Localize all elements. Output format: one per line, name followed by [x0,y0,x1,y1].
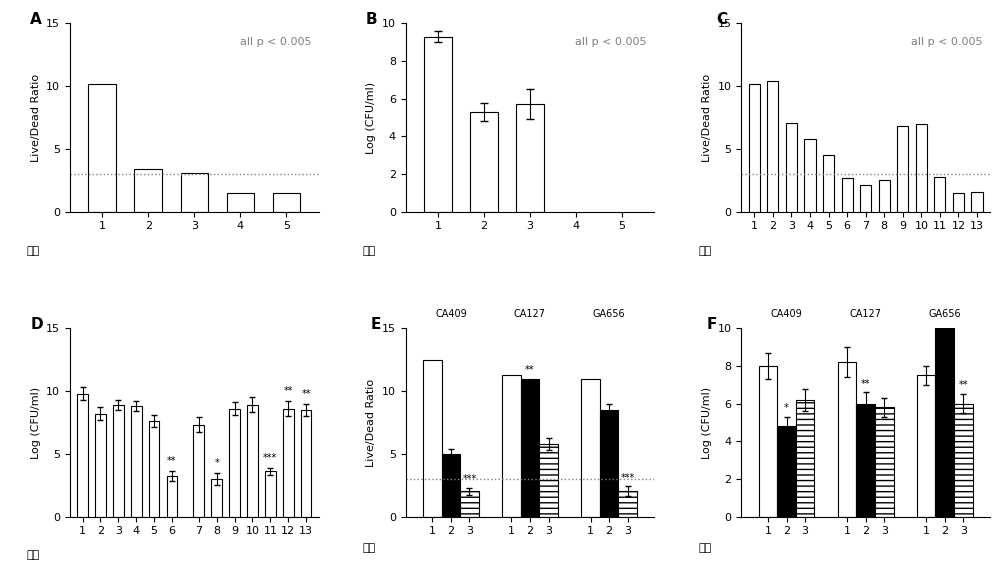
Text: 组别: 组别 [27,551,40,561]
Text: 组别: 组别 [698,543,712,553]
Bar [759,366,777,517]
Bar [897,126,908,212]
Text: GA656: GA656 [593,309,625,319]
Text: **: ** [959,380,968,390]
Text: C: C [716,12,728,27]
Bar [442,454,460,517]
Bar [227,193,254,212]
Bar [265,471,276,517]
Bar [618,491,637,517]
Bar [823,155,834,212]
Y-axis label: Live/Dead Ratio: Live/Dead Ratio [366,379,376,467]
Text: 组别: 组别 [698,245,712,255]
Text: **: ** [861,379,870,389]
Text: **: ** [283,386,293,396]
Bar [804,139,816,212]
Bar [77,394,88,517]
Text: 组别: 组别 [27,245,40,255]
Text: ***: *** [462,474,477,484]
Text: all p < 0.005: all p < 0.005 [240,36,311,46]
Text: **: ** [301,389,311,399]
Text: all p < 0.005: all p < 0.005 [911,36,983,46]
Y-axis label: Log (CFU/ml): Log (CFU/ml) [31,386,41,458]
Text: CA127: CA127 [514,309,546,319]
Text: *: * [214,458,219,468]
Text: **: ** [167,456,177,467]
Bar [934,177,945,212]
Bar [211,479,222,517]
Bar [460,491,479,517]
Bar [786,123,797,212]
Bar [149,421,159,517]
Bar [935,319,954,517]
Bar [247,405,258,517]
Text: CA409: CA409 [435,309,467,319]
Bar [113,405,124,517]
Bar [229,409,240,517]
Text: all p < 0.005: all p < 0.005 [575,36,647,46]
Bar [860,185,871,212]
Y-axis label: Live/Dead Ratio: Live/Dead Ratio [31,73,41,161]
Text: F: F [707,317,717,332]
Bar [600,410,618,517]
Bar [796,400,814,517]
Bar [193,425,204,517]
Text: CA127: CA127 [850,309,882,319]
Bar [954,404,973,517]
Bar [838,362,856,517]
Bar [777,426,796,517]
Bar [273,193,300,212]
Bar [167,477,177,517]
Bar [301,410,311,517]
Bar [131,406,142,517]
Bar [134,169,162,212]
Bar [917,376,935,517]
Y-axis label: Log (CFU/ml): Log (CFU/ml) [702,386,712,458]
Y-axis label: Log (CFU/ml): Log (CFU/ml) [366,82,376,154]
Bar [424,36,452,212]
Bar [953,193,964,212]
Bar [971,191,983,212]
Bar [95,414,106,517]
Text: ***: *** [621,473,635,483]
Bar [879,180,890,212]
Y-axis label: Live/Dead Ratio: Live/Dead Ratio [702,73,712,161]
Bar [767,81,778,212]
Bar [521,379,539,517]
Text: A: A [30,12,42,27]
Bar [856,404,875,517]
Text: *: * [784,403,789,413]
Bar [423,360,442,517]
Text: **: ** [525,365,535,375]
Bar [749,84,760,212]
Text: 组别: 组别 [363,245,376,255]
Bar [875,407,894,517]
Bar [916,124,927,212]
Bar [88,84,116,212]
Text: E: E [371,317,381,332]
Bar [539,444,558,517]
Text: GA656: GA656 [928,309,961,319]
Text: CA409: CA409 [771,309,802,319]
Text: B: B [366,12,378,27]
Bar [581,379,600,517]
Text: D: D [30,317,43,332]
Bar [842,178,853,212]
Bar [181,173,208,212]
Bar [502,375,521,517]
Bar [516,104,544,212]
Bar [470,112,498,212]
Text: ***: *** [263,453,277,463]
Text: 组别: 组别 [363,543,376,553]
Bar [283,409,294,517]
